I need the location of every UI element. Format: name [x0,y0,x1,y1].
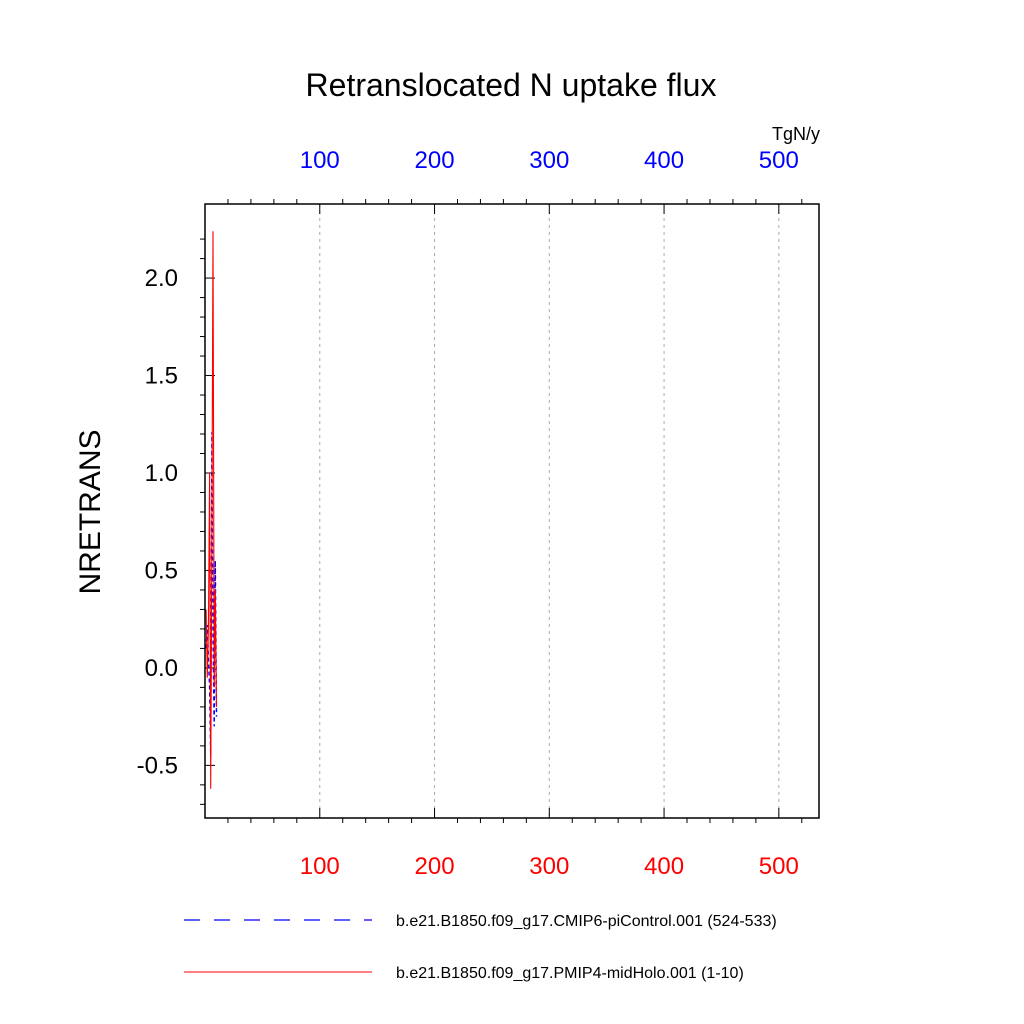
top-x-tick-label: 400 [644,147,684,174]
chart-title: Retranslocated N uptake flux [306,67,717,103]
series-lines [205,231,218,789]
bottom-x-tick-label: 300 [529,853,569,880]
units-label: TgN/y [772,124,820,144]
legend-label-picontrol: b.e21.B1850.f09_g17.CMIP6-piControl.001 … [396,913,777,930]
y-tick-label: 2.0 [145,265,178,292]
tick-labels: 100 100 200 200 300 300 400 400 500 500 -0.5 0.0 0.5… [137,147,799,880]
grid-lines [319,204,780,818]
bottom-x-tick-label: 100 [300,853,340,880]
y-tick-label: -0.5 [137,752,178,779]
bottom-x-tick-label: 400 [644,853,684,880]
top-x-tick-label: 100 [300,147,340,174]
plot-frame [204,203,820,819]
y-tick-label: 0.5 [145,557,178,584]
y-tick-label: 1.0 [145,460,178,487]
top-x-tick-label: 500 [759,147,799,174]
y-tick-label: 0.0 [145,655,178,682]
minor-ticks [200,199,803,823]
legend: b.e21.B1850.f09_g17.CMIP6-piControl.001 … [184,913,777,982]
top-x-tick-label: 300 [529,147,569,174]
series-line-midholo [205,231,218,789]
legend-label-midholo: b.e21.B1850.f09_g17.PMIP4-midHolo.001 (1… [396,965,744,982]
y-tick-label: 1.5 [145,363,178,390]
top-x-tick-label: 200 [415,147,455,174]
bottom-x-tick-label: 500 [759,853,799,880]
bottom-x-tick-label: 200 [415,853,455,880]
y-axis-label: NRETRANS [74,429,107,594]
